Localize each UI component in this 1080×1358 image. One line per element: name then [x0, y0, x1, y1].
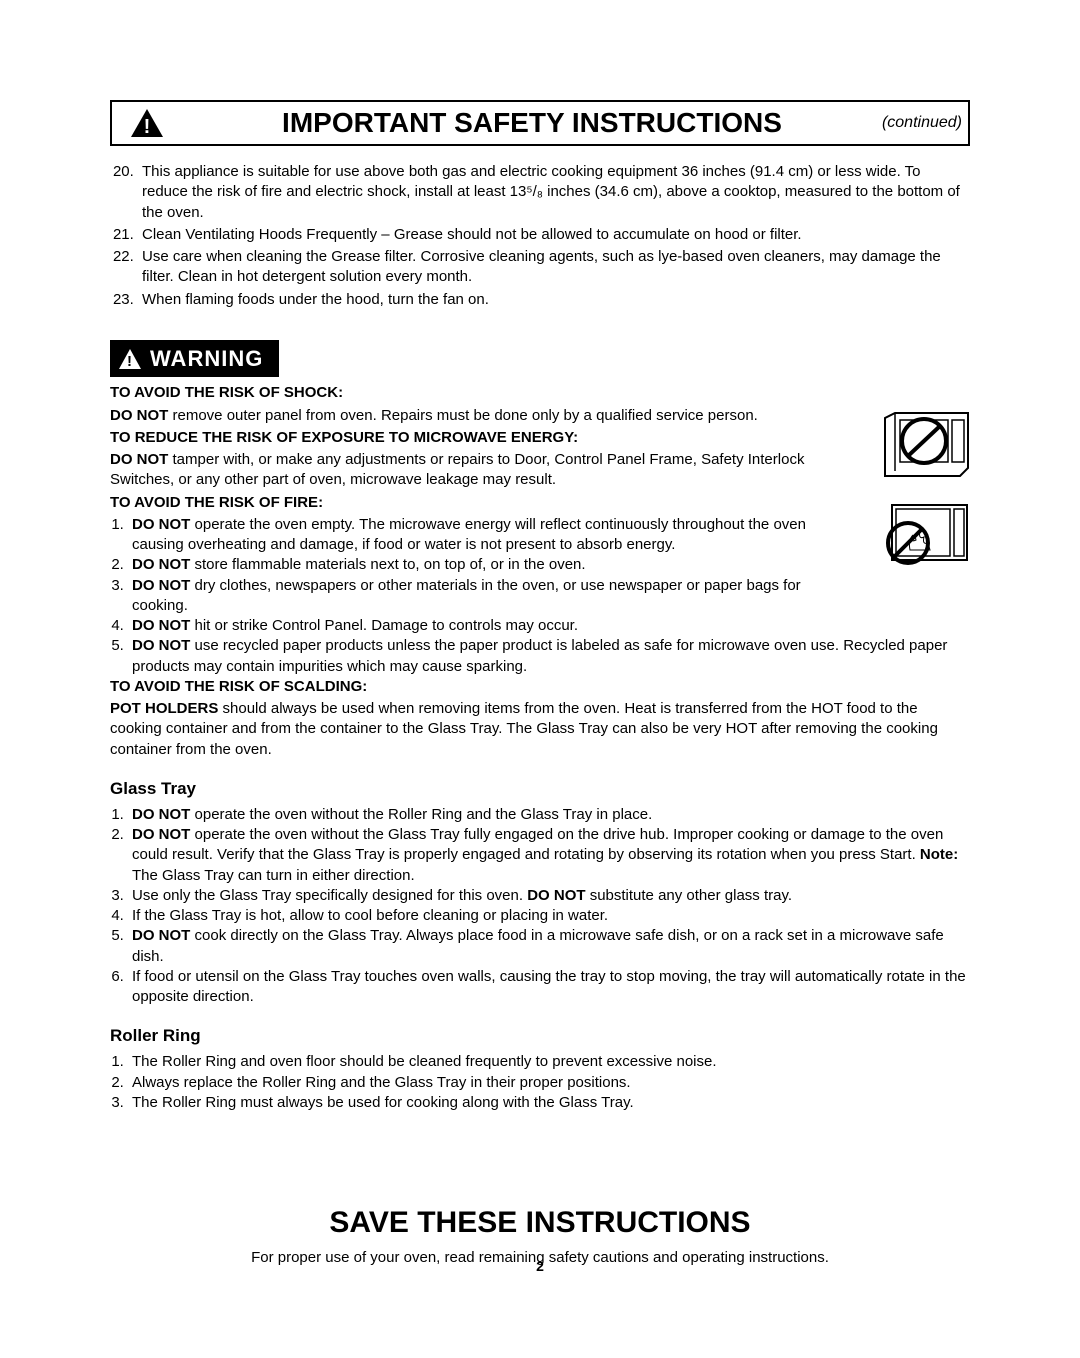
list-item: DO NOT store flammable materials next to…: [128, 555, 850, 575]
list-item: DO NOT operate the oven empty. The micro…: [128, 515, 850, 556]
scalding-text: POT HOLDERS should always be used when r…: [110, 699, 970, 760]
list-item: DO NOT hit or strike Control Panel. Dama…: [128, 616, 850, 636]
body-text: store flammable materials next to, on to…: [190, 556, 585, 573]
list-item: The Roller Ring must always be used for …: [128, 1093, 970, 1113]
list-item: If food or utensil on the Glass Tray tou…: [128, 967, 970, 1008]
body-text: use recycled paper products unless the p…: [132, 637, 947, 674]
microwave-no-icon: [880, 408, 975, 483]
body-text: tamper with, or make any adjustments or …: [110, 451, 804, 488]
scalding-heading: TO AVOID THE RISK OF SCALDING:: [110, 677, 970, 697]
donot-label: DO NOT: [110, 407, 168, 424]
exposure-heading: TO REDUCE THE RISK OF EXPOSURE TO MICROW…: [110, 428, 850, 448]
list-item: When flaming foods under the hood, turn …: [138, 290, 970, 310]
body-text: substitute any other glass tray.: [586, 887, 793, 904]
potholders-label: POT HOLDERS: [110, 700, 218, 717]
body-text: If food or utensil on the Glass Tray tou…: [132, 968, 966, 1005]
glass-tray-list: DO NOT operate the oven without the Roll…: [110, 805, 970, 1008]
roller-ring-heading: Roller Ring: [110, 1025, 970, 1048]
list-item: Clean Ventilating Hoods Frequently – Gre…: [138, 225, 970, 245]
fire-list: DO NOT operate the oven empty. The micro…: [110, 515, 850, 637]
donot-label: DO NOT: [132, 577, 190, 594]
list-item: The Roller Ring and oven floor should be…: [128, 1052, 970, 1072]
exposure-text: DO NOT tamper with, or make any adjustme…: [110, 450, 850, 491]
body-text: remove outer panel from oven. Repairs mu…: [168, 407, 757, 424]
warning-label: ! WARNING: [110, 340, 279, 378]
donot-label: DO NOT: [527, 887, 585, 904]
body-text: Use only the Glass Tray specifically des…: [132, 887, 527, 904]
donot-label: DO NOT: [132, 927, 190, 944]
fire-heading: TO AVOID THE RISK OF FIRE:: [110, 493, 850, 513]
list-item: Use only the Glass Tray specifically des…: [128, 886, 970, 906]
list-item: This appliance is suitable for use above…: [138, 162, 970, 223]
roller-ring-list: The Roller Ring and oven floor should be…: [110, 1052, 970, 1113]
shock-heading: TO AVOID THE RISK OF SHOCK:: [110, 383, 850, 403]
top-instructions-list: This appliance is suitable for use above…: [110, 162, 970, 310]
body-text: operate the oven without the Glass Tray …: [132, 826, 943, 863]
continued-label: (continued): [882, 112, 968, 134]
list-item: DO NOT dry clothes, newspapers or other …: [128, 576, 850, 617]
warning-text: WARNING: [150, 344, 263, 374]
side-illustrations: [880, 408, 980, 582]
page-number: 2: [110, 1257, 970, 1276]
svg-text:!: !: [127, 353, 133, 370]
header-box: ! IMPORTANT SAFETY INSTRUCTIONS (continu…: [110, 100, 970, 146]
body-text: The Glass Tray can turn in either direct…: [132, 867, 415, 884]
warning-triangle-icon: !: [118, 348, 142, 370]
body-text: operate the oven without the Roller Ring…: [190, 806, 652, 823]
body-text: should always be used when removing item…: [110, 700, 938, 758]
glass-tray-heading: Glass Tray: [110, 778, 970, 801]
warning-triangle-icon: !: [112, 107, 182, 139]
svg-text:!: !: [144, 116, 151, 138]
donot-label: DO NOT: [132, 826, 190, 843]
donot-label: DO NOT: [132, 637, 190, 654]
shock-text: DO NOT remove outer panel from oven. Rep…: [110, 406, 850, 426]
donot-label: DO NOT: [132, 516, 190, 533]
body-text: If the Glass Tray is hot, allow to cool …: [132, 907, 608, 924]
list-item: Use care when cleaning the Grease filter…: [138, 247, 970, 288]
list-item: DO NOT cook directly on the Glass Tray. …: [128, 926, 970, 967]
save-instructions-heading: SAVE THESE INSTRUCTIONS: [110, 1203, 970, 1244]
list-item: DO NOT operate the oven without the Roll…: [128, 805, 970, 825]
body-text: hit or strike Control Panel. Damage to c…: [190, 617, 578, 634]
warning-content: TO AVOID THE RISK OF SHOCK: DO NOT remov…: [110, 383, 970, 1113]
page-title: IMPORTANT SAFETY INSTRUCTIONS: [182, 104, 882, 142]
list-item: DO NOT use recycled paper products unles…: [128, 636, 970, 677]
microwave-fire-no-icon: [880, 495, 975, 570]
list-item: Always replace the Roller Ring and the G…: [128, 1073, 970, 1093]
donot-label: DO NOT: [132, 556, 190, 573]
list-item: DO NOT operate the oven without the Glas…: [128, 825, 970, 886]
fire-list-cont: DO NOT use recycled paper products unles…: [110, 636, 970, 677]
donot-label: DO NOT: [110, 451, 168, 468]
donot-label: DO NOT: [132, 806, 190, 823]
donot-label: DO NOT: [132, 617, 190, 634]
body-text: cook directly on the Glass Tray. Always …: [132, 927, 944, 964]
list-item: If the Glass Tray is hot, allow to cool …: [128, 906, 970, 926]
body-text: dry clothes, newspapers or other materia…: [132, 577, 801, 614]
body-text: operate the oven empty. The microwave en…: [132, 516, 806, 553]
note-label: Note:: [920, 846, 958, 863]
